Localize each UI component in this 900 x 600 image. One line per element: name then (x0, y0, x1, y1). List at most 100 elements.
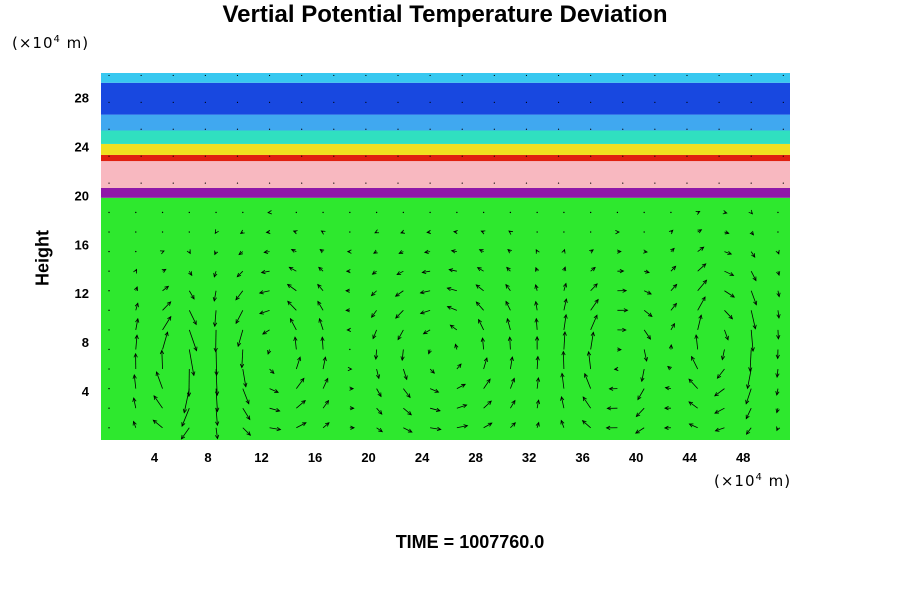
vector-arrowhead (164, 285, 170, 291)
vector-arrowhead (748, 209, 754, 215)
vector-dot (429, 74, 431, 77)
vector-arrowhead (377, 410, 383, 415)
vector-arrow (476, 301, 484, 311)
vector-arrowhead (511, 399, 516, 405)
vector-dot (365, 128, 367, 130)
vector-arrowhead (325, 422, 330, 427)
vector-arrowhead (400, 229, 405, 234)
vector-arrow (776, 388, 779, 396)
vector-arrowhead (192, 320, 197, 326)
vector-arrow (588, 351, 592, 370)
vector-arrowhead (262, 330, 267, 335)
vector-dot (365, 182, 367, 184)
vector-dot (622, 155, 624, 157)
vector-dot (509, 211, 512, 214)
vector-arrowhead (186, 392, 192, 398)
vector-arrowhead (623, 308, 629, 313)
vector-arrowhead (322, 356, 327, 362)
vector-arrowhead (166, 301, 172, 306)
vector-arrowhead (159, 349, 165, 355)
vector-arrow (135, 303, 139, 311)
vector-dot (301, 74, 303, 77)
vector-arrowhead (582, 396, 587, 402)
vector-arrowhead (133, 268, 138, 274)
vector-arrow (318, 267, 324, 272)
vector-dot (750, 155, 752, 157)
vector-arrowhead (776, 426, 781, 432)
vector-arrow (561, 373, 565, 389)
vector-arrow (429, 388, 439, 393)
x-tick-label: 16 (308, 450, 322, 465)
vector-arrowhead (622, 327, 627, 333)
vector-arrow (321, 337, 324, 350)
vector-arrow (322, 422, 330, 429)
vector-arrow (724, 310, 733, 320)
vector-arrowhead (238, 250, 244, 256)
vector-arrow (162, 332, 168, 350)
vector-arrowhead (750, 347, 755, 353)
vector-arrowhead (133, 352, 138, 358)
vector-dot (322, 211, 324, 214)
vector-arrowhead (698, 314, 703, 320)
vector-arrowhead (535, 266, 540, 272)
vector-arrowhead (214, 229, 219, 235)
vector-arrowhead (590, 331, 595, 337)
vector-dot (135, 231, 137, 233)
vector-arrowhead (619, 269, 625, 274)
vector-dot (525, 182, 528, 184)
vector-arrowhead (745, 399, 750, 405)
vector-dot (108, 182, 110, 184)
vector-arrowhead (753, 300, 758, 306)
vector-arrowhead (167, 315, 172, 321)
vector-arrow (746, 427, 752, 435)
vector-arrowhead (716, 374, 722, 379)
vector-dot (590, 101, 592, 103)
vector-arrow (695, 334, 699, 350)
vector-dot (482, 211, 485, 214)
vector-dot (622, 182, 624, 184)
vector-arrow (287, 301, 297, 311)
vector-arrowhead (371, 270, 377, 275)
vector-arrow (429, 368, 435, 374)
vector-arrow (477, 267, 484, 272)
vector-arrowhead (246, 431, 252, 436)
vector-arrowhead (581, 420, 587, 425)
vector-arrowhead (613, 366, 619, 372)
vector-arrowhead (448, 268, 454, 273)
vector-arrow (188, 349, 195, 376)
x-tick-label: 48 (736, 450, 750, 465)
vector-dot (525, 74, 528, 77)
vector-arrow (563, 314, 567, 330)
color-field (101, 73, 790, 440)
vector-arrow (215, 349, 217, 376)
vector-arrow (776, 369, 779, 378)
vector-arrowhead (320, 230, 326, 235)
vector-arrow (269, 368, 275, 374)
vector-arrowhead (396, 271, 402, 275)
y-axis-unit: (×104 m) (12, 34, 89, 52)
vector-arrowhead (776, 271, 781, 276)
vector-arrow (262, 329, 270, 335)
vector-arrow (750, 329, 754, 352)
vector-arrowhead (370, 291, 376, 297)
vector-arrow (456, 425, 468, 429)
vector-arrow (697, 246, 704, 252)
vector-arrowhead (377, 392, 382, 398)
vector-arrow (295, 356, 301, 370)
vector-dot (590, 128, 592, 130)
vector-arrow (750, 270, 757, 281)
vector-arrowhead (701, 263, 707, 268)
vector-arrowhead (615, 229, 620, 235)
chart-title: Vertial Potential Temperature Deviation (222, 1, 668, 28)
vector-dot (268, 74, 271, 77)
vector-arrow (213, 271, 217, 278)
vector-arrowhead (397, 335, 402, 341)
vector-arrowhead (239, 363, 245, 369)
vector-arrowhead (775, 408, 780, 414)
vector-arrowhead (324, 377, 329, 383)
vector-dot (161, 231, 164, 233)
vector-arrowhead (243, 382, 248, 388)
vector-dot (333, 155, 335, 157)
vector-arrowhead (668, 343, 674, 349)
vector-arrow (290, 318, 297, 331)
